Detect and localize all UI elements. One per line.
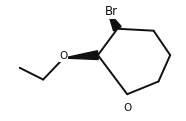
Polygon shape: [64, 51, 98, 60]
Text: O: O: [59, 51, 68, 61]
Text: Br: Br: [105, 5, 118, 18]
Polygon shape: [108, 11, 121, 31]
Text: O: O: [123, 103, 131, 113]
